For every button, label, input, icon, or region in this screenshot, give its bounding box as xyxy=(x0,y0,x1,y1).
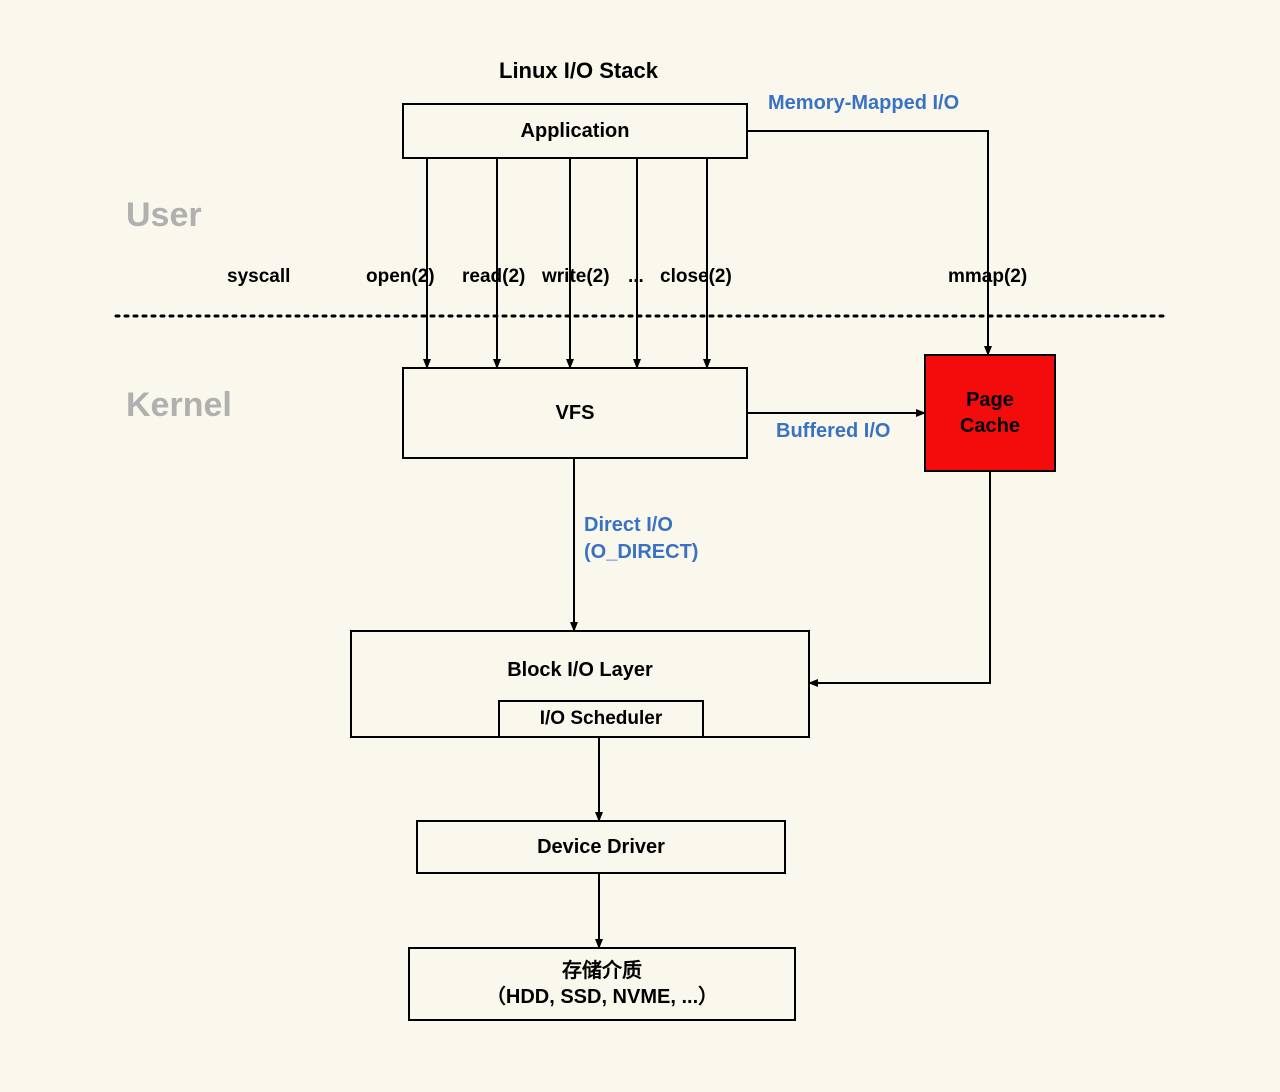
write-label: write(2) xyxy=(542,266,610,288)
storage-box: 存储介质（HDD, SSD, NVME, ...） xyxy=(408,947,796,1021)
dots-label: ... xyxy=(628,266,644,288)
block-io-label: Block I/O Layer xyxy=(507,657,653,683)
page-cache-box: PageCache xyxy=(924,354,1056,472)
mmio-label: Memory-Mapped I/O xyxy=(768,92,959,115)
diagram-title: Linux I/O Stack xyxy=(499,58,658,84)
close-label: close(2) xyxy=(660,266,732,288)
vfs-label: VFS xyxy=(556,400,595,426)
user-section-label: User xyxy=(126,196,202,235)
page-cache-label: PageCache xyxy=(960,387,1020,439)
diagram-canvas: Linux I/O Stack User Kernel Application … xyxy=(0,0,1280,1092)
vfs-box: VFS xyxy=(402,367,748,459)
application-box: Application xyxy=(402,103,748,159)
application-label: Application xyxy=(521,118,630,144)
buffered-label: Buffered I/O xyxy=(776,420,890,443)
io-scheduler-label: I/O Scheduler xyxy=(540,707,662,732)
open-label: open(2) xyxy=(366,266,435,288)
device-driver-label: Device Driver xyxy=(537,834,665,860)
direct-label: Direct I/O(O_DIRECT) xyxy=(584,512,698,566)
storage-label: 存储介质（HDD, SSD, NVME, ...） xyxy=(486,958,718,1010)
mmap-label: mmap(2) xyxy=(948,266,1027,288)
read-label: read(2) xyxy=(462,266,525,288)
io-scheduler-box: I/O Scheduler xyxy=(498,700,704,738)
device-driver-box: Device Driver xyxy=(416,820,786,874)
kernel-section-label: Kernel xyxy=(126,386,232,425)
syscall-label: syscall xyxy=(227,266,290,288)
